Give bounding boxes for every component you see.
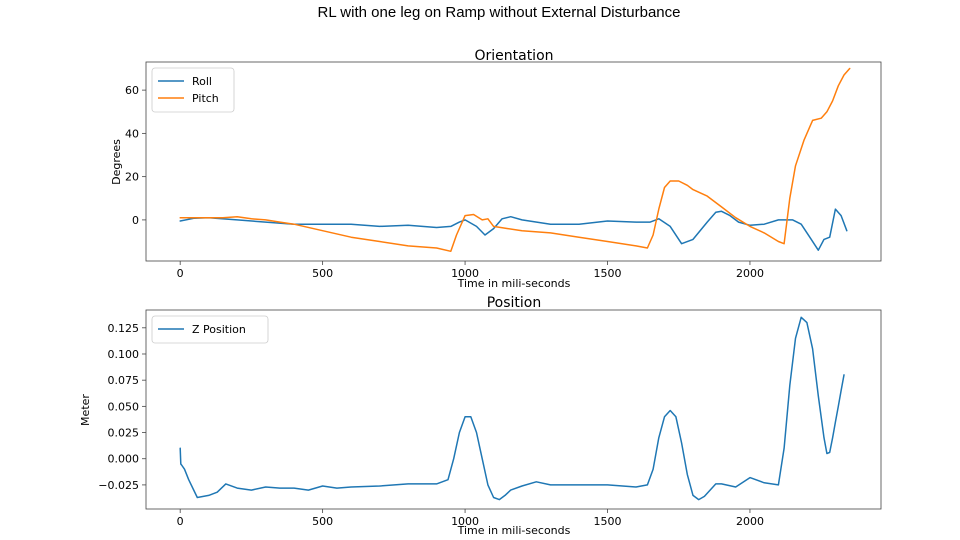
y-tick-label: 0 — [132, 214, 139, 227]
position-xticks: 0 500 1000 1500 2000 — [177, 509, 764, 528]
legend-box — [151, 315, 269, 344]
legend-label: Pitch — [192, 92, 219, 105]
orientation-axes-frame — [145, 61, 882, 262]
y-tick-label: 40 — [125, 127, 139, 140]
y-tick-label: 0.125 — [108, 322, 140, 335]
figure-suptitle: RL with one leg on Ramp without External… — [318, 4, 681, 21]
x-tick-label: 0 — [177, 267, 184, 280]
orientation-xlabel: Time in mili-seconds — [457, 277, 571, 290]
orientation-legend: Roll Pitch — [151, 67, 235, 113]
position-yticks: −0.025 0.000 0.025 0.050 0.075 0.100 0.125 — [98, 322, 146, 492]
legend-box — [151, 67, 235, 113]
position-ylabel: Meter — [79, 394, 92, 426]
y-tick-label: 20 — [125, 171, 139, 184]
series-line-z-position — [179, 316, 845, 501]
position-axes-frame — [145, 309, 882, 510]
orientation-ylabel: Degrees — [110, 139, 123, 185]
orientation-marks — [179, 67, 851, 253]
y-tick-label: 0.100 — [108, 348, 140, 361]
y-tick-label: −0.025 — [98, 479, 139, 492]
y-tick-label: 60 — [125, 84, 139, 97]
x-tick-label: 1000 — [451, 515, 479, 528]
orientation-xticks: 0 500 1000 1500 2000 — [177, 261, 764, 280]
position-plot: Position Time in mili-seconds Meter 0 500… — [79, 295, 882, 537]
x-tick-label: 0 — [177, 515, 184, 528]
y-tick-label: 0.025 — [108, 427, 140, 440]
position-xlabel: Time in mili-seconds — [457, 524, 571, 537]
orientation-yticks: 0 20 40 60 — [125, 84, 146, 227]
x-tick-label: 1500 — [594, 267, 622, 280]
x-tick-label: 500 — [312, 267, 333, 280]
position-legend: Z Position — [151, 315, 269, 344]
orientation-title: Orientation — [474, 48, 553, 64]
y-tick-label: 0.050 — [108, 400, 140, 413]
x-tick-label: 500 — [312, 515, 333, 528]
series-line-roll — [179, 208, 848, 251]
position-title: Position — [487, 295, 542, 311]
x-tick-label: 2000 — [736, 515, 764, 528]
position-marks — [179, 316, 845, 501]
series-line-pitch — [179, 67, 851, 253]
y-tick-label: 0.075 — [108, 374, 140, 387]
x-tick-label: 1500 — [594, 515, 622, 528]
orientation-plot: Orientation Time in mili-seconds Degrees… — [110, 48, 882, 290]
x-tick-label: 2000 — [736, 267, 764, 280]
legend-label: Roll — [192, 75, 212, 88]
legend-label: Z Position — [192, 323, 246, 336]
x-tick-label: 1000 — [451, 267, 479, 280]
y-tick-label: 0.000 — [108, 453, 140, 466]
